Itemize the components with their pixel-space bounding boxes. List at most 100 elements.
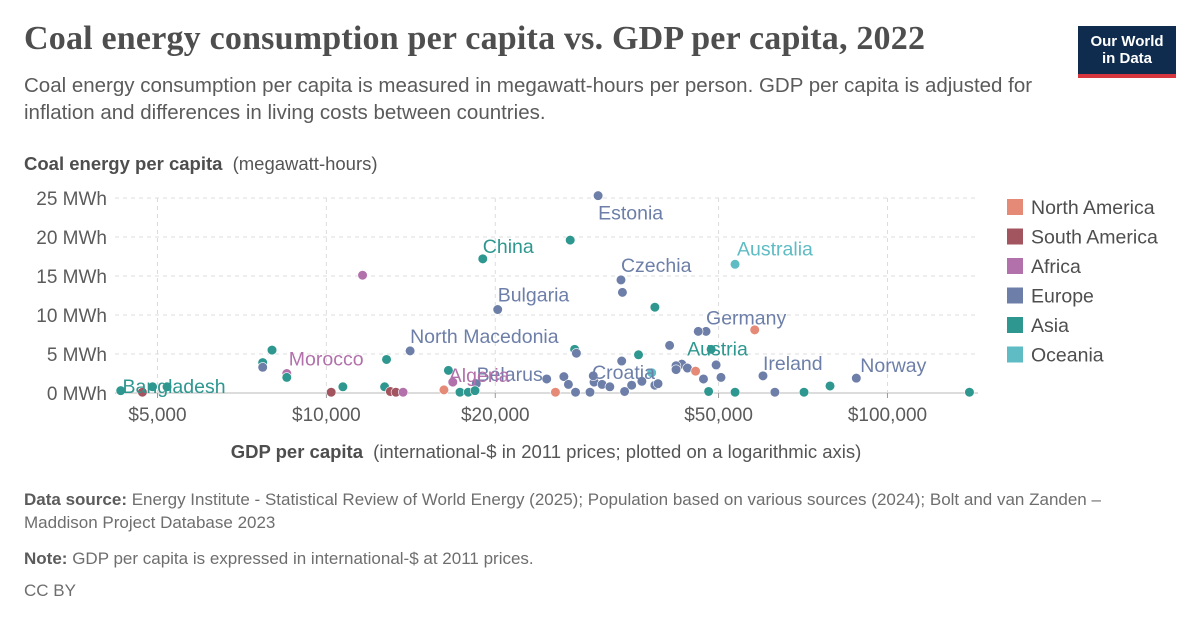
point-bangladesh[interactable] (147, 381, 158, 392)
data-point[interactable] (337, 381, 348, 392)
data-point[interactable] (964, 387, 975, 398)
chart-subtitle: Coal energy consumption per capita is me… (24, 74, 1033, 124)
data-point[interactable] (633, 349, 644, 360)
legend-swatch-north-america (1007, 199, 1023, 215)
label-czechia: Czechia (621, 255, 692, 277)
data-point[interactable] (137, 387, 148, 398)
point-china[interactable] (477, 253, 488, 264)
y-tick-label: 5 MWh (47, 345, 107, 366)
point-north-macedonia[interactable] (405, 345, 416, 356)
data-point[interactable] (443, 365, 454, 376)
data-point[interactable] (604, 381, 615, 392)
x-tick-label: $20,000 (461, 405, 530, 426)
data-source: Data source: Energy Institute - Statisti… (24, 488, 1164, 534)
data-point[interactable] (571, 348, 582, 359)
data-point[interactable] (729, 387, 741, 398)
data-point[interactable] (711, 359, 722, 371)
data-point[interactable] (824, 380, 836, 392)
data-point[interactable] (161, 381, 173, 392)
data-point[interactable] (703, 386, 714, 397)
legend: North America South America Africa Europe As… (1007, 197, 1158, 367)
point-algeria[interactable] (447, 376, 458, 388)
data-point[interactable] (698, 373, 709, 385)
data-point[interactable] (693, 326, 704, 337)
owid-logo[interactable]: Our World in Data (1078, 26, 1176, 78)
data-point[interactable] (798, 387, 810, 398)
label-china: China (483, 236, 534, 258)
label-morocco: Morocco (289, 349, 364, 371)
point-bulgaria[interactable] (492, 304, 503, 315)
legend-swatch-oceania (1007, 346, 1023, 363)
data-point[interactable] (652, 378, 664, 389)
x-tick-label: $5,000 (128, 405, 186, 426)
data-point[interactable] (257, 362, 268, 373)
y-tick-label: 15 MWh (36, 267, 107, 288)
point-estonia[interactable] (593, 190, 604, 201)
data-point[interactable] (649, 302, 660, 313)
data-point[interactable] (469, 385, 481, 396)
legend-item-south-america[interactable]: South America (1031, 227, 1158, 249)
data-point[interactable] (749, 324, 760, 335)
data-point[interactable] (563, 379, 574, 390)
data-point[interactable] (438, 384, 450, 395)
legend-item-north-america[interactable]: North America (1031, 197, 1155, 219)
legend-swatch-asia (1007, 317, 1023, 333)
data-point[interactable] (588, 370, 599, 381)
y-tick-label: 25 MWh (36, 189, 107, 210)
note-label: Note: (24, 549, 68, 568)
data-point[interactable] (670, 364, 682, 375)
label-austria: Austria (687, 338, 748, 360)
legend-item-asia[interactable]: Asia (1031, 315, 1069, 337)
legend-item-europe[interactable]: Europe (1031, 286, 1094, 308)
data-point[interactable] (584, 387, 596, 398)
chart-title: Coal energy consumption per capita vs. G… (24, 20, 926, 57)
data-point[interactable] (664, 340, 675, 351)
legend-swatch-south-america (1007, 228, 1023, 245)
data-point[interactable] (617, 287, 628, 298)
point-austria[interactable] (706, 344, 717, 355)
label-ireland: Ireland (763, 353, 823, 375)
data-point[interactable] (558, 371, 569, 382)
legend-item-oceania[interactable]: Oceania (1031, 345, 1104, 367)
point-belarus[interactable] (541, 373, 552, 385)
data-point[interactable] (397, 387, 409, 398)
y-axis-label-bold: Coal energy per capita (24, 153, 223, 174)
data-point[interactable] (715, 372, 727, 383)
label-bangladesh: Bangladesh (123, 376, 226, 398)
y-tick-label: 0 MWh (47, 384, 107, 405)
label-bulgaria: Bulgaria (498, 285, 570, 307)
data-point[interactable] (357, 270, 368, 281)
point-czechia[interactable] (615, 274, 627, 286)
data-point[interactable] (616, 355, 627, 367)
data-point[interactable] (636, 376, 647, 387)
data-point[interactable] (646, 367, 657, 378)
y-tick-labels: 0 MWh 5 MWh 10 MWh 15 MWh 20 MWh 25 MWh (36, 189, 107, 405)
data-point[interactable] (690, 366, 701, 377)
x-axis-label-bold: GDP per capita (231, 441, 364, 462)
label-estonia: Estonia (598, 203, 663, 225)
data-points (115, 190, 975, 398)
point-ireland[interactable] (757, 370, 769, 381)
legend-item-africa[interactable]: Africa (1031, 256, 1081, 278)
data-point[interactable] (626, 380, 637, 391)
x-tick-label: $100,000 (848, 405, 927, 426)
label-norway: Norway (860, 355, 926, 377)
license[interactable]: CC BY (24, 581, 76, 600)
y-axis-label: Coal energy per capita (megawatt-hours) (24, 153, 378, 174)
data-point[interactable] (570, 387, 581, 398)
point-australia[interactable] (729, 259, 741, 270)
data-point[interactable] (619, 386, 630, 397)
data-point[interactable] (565, 235, 576, 246)
data-point[interactable] (266, 345, 278, 356)
data-point[interactable] (769, 387, 780, 398)
data-point[interactable] (326, 387, 337, 398)
label-australia: Australia (737, 238, 813, 260)
logo-line-1: Our World (1090, 33, 1164, 50)
data-point[interactable] (115, 385, 126, 396)
data-point[interactable] (550, 387, 561, 398)
data-point[interactable] (381, 354, 392, 365)
point-norway[interactable] (851, 373, 862, 384)
data-point[interactable] (281, 372, 292, 383)
y-tick-label: 20 MWh (36, 228, 107, 249)
